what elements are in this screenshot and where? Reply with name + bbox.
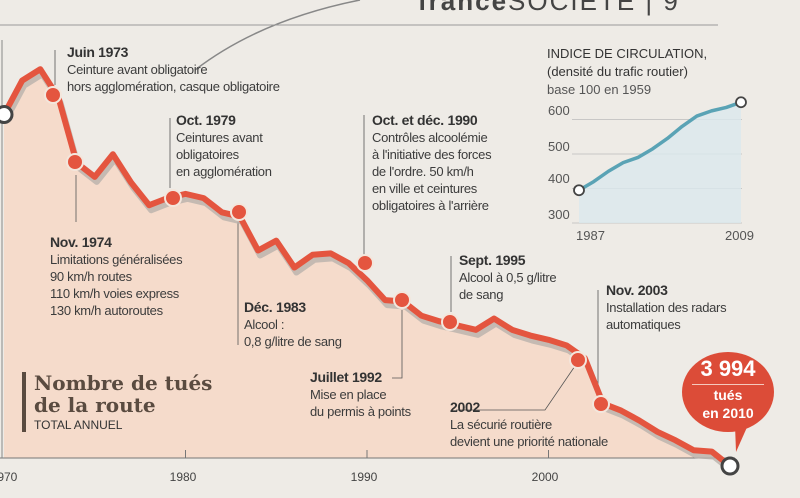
event-marker-7	[569, 351, 587, 369]
inset-y-tick-400: 400	[548, 171, 570, 186]
event-marker-2	[164, 189, 182, 207]
data-point-2007	[674, 438, 678, 442]
inset-y-tick-500: 500	[548, 139, 570, 154]
data-point-1988	[329, 251, 333, 255]
data-point-1998	[510, 328, 514, 332]
inset-end-marker	[735, 96, 747, 109]
x-tick-2000: 2000	[531, 470, 559, 484]
callout-2010: 3 994 tués en 2010	[682, 356, 774, 421]
data-point-1996	[474, 328, 478, 332]
event-1979: Oct. 1979 Ceintures avant obligatoires en a…	[176, 112, 272, 179]
event-1983: Déc. 1983 Alcool :0,8 g/litre de sang	[244, 299, 342, 349]
event-1992: Juillet 1992 Mise en place du permis à poi…	[310, 369, 411, 419]
start-point-marker	[0, 105, 14, 125]
x-tick-1990: 1990	[350, 470, 378, 484]
data-point-2005	[637, 419, 641, 423]
inset-line	[578, 100, 742, 192]
data-point-1982	[220, 210, 224, 214]
event-1973: Juin 1973 Ceinture avant obligatoire hors …	[67, 44, 280, 94]
callout-line1: tués	[713, 387, 743, 403]
chart-subtitle: TOTAL ANNUEL	[34, 418, 123, 432]
event-marker-6	[441, 313, 459, 331]
inset-point-1999	[666, 137, 669, 140]
inset-point-2003	[695, 115, 698, 118]
callout-bubble	[682, 352, 774, 432]
inset-point-2005	[710, 109, 713, 112]
inset-x-tick-1987: 1987	[576, 228, 605, 243]
inset-y-tick-600: 600	[548, 103, 570, 118]
inset-title: INDICE DE CIRCULATION, (densité du trafi…	[547, 45, 707, 99]
x-tick-1980: 1980	[169, 470, 197, 484]
inset-area	[579, 102, 741, 223]
data-point-1971	[20, 79, 24, 83]
main-chart-group	[0, 40, 774, 476]
inset-point-1993	[622, 161, 625, 164]
data-point-1975	[93, 175, 97, 179]
callout-tail	[735, 425, 748, 452]
chart-title: Nombre de tués de la route TOTAL ANNUEL	[22, 372, 214, 432]
area-fill	[4, 69, 730, 466]
event-marker-0	[44, 86, 62, 104]
data-point-2001	[565, 343, 569, 347]
data-point-1986	[292, 266, 296, 270]
event-2002: 2002 La sécurié routière devient une prior…	[450, 399, 608, 449]
data-point-1981	[202, 196, 206, 200]
inset-y-tick-300: 300	[548, 207, 570, 222]
callout-value: 3 994	[692, 356, 764, 385]
data-point-1999	[528, 334, 532, 338]
inset-point-2007	[725, 106, 728, 109]
inset-point-1989	[592, 180, 595, 183]
data-point-1993	[419, 314, 423, 318]
inset-point-1997	[651, 147, 654, 150]
newspaper-header: franceSOCIÉTÉ | 9	[418, 0, 680, 16]
data-point-1977	[129, 181, 133, 185]
end-point-marker	[720, 456, 740, 476]
header-curve	[194, 0, 361, 71]
inset-title-text: INDICE DE CIRCULATION,	[547, 46, 708, 61]
leader-line-2002	[456, 365, 576, 411]
data-point-2006	[655, 430, 659, 434]
data-point-1990	[365, 278, 369, 282]
data-point-1985	[274, 239, 278, 243]
data-point-2008	[692, 448, 696, 452]
inset-chart-group	[572, 96, 747, 224]
event-2003: Nov. 2003 Installation des radars automati…	[606, 282, 727, 332]
data-point-1991	[383, 298, 387, 302]
event-1995: Sept. 1995 Alcool à 0,5 g/litre de sang	[459, 252, 557, 302]
event-marker-8	[592, 395, 610, 413]
data-point-1994	[438, 319, 442, 323]
data-point-1987	[311, 253, 315, 257]
inset-start-marker	[573, 184, 585, 197]
inset-point-1995	[636, 156, 639, 159]
leader-line-1992	[392, 310, 403, 379]
data-point-1980	[184, 192, 187, 196]
inset-subtitle: (densité du trafic routier)	[547, 64, 688, 79]
event-marker-5	[393, 291, 411, 309]
data-point-1976	[111, 152, 115, 156]
inset-point-1991	[607, 170, 610, 173]
data-point-2009	[710, 450, 714, 454]
event-1990: Oct. et déc. 1990 Contrôles alcoolémie à l…	[372, 112, 492, 213]
data-point-1997	[492, 317, 496, 321]
event-1974: Nov. 1974 Limitations généralisées 90 km/h…	[50, 234, 183, 318]
inset-x-tick-2009: 2009	[725, 228, 754, 243]
data-point-1984	[256, 249, 260, 253]
data-point-1972	[38, 67, 42, 71]
data-point-1978	[147, 203, 151, 207]
inset-note: base 100 en 1959	[547, 82, 652, 97]
callout-line2: en 2010	[702, 405, 754, 421]
chart-title-text: Nombre de tués de la route	[34, 371, 213, 417]
data-point-2000	[547, 338, 550, 342]
event-marker-3	[230, 203, 248, 221]
x-tick-1970: 1970	[0, 470, 18, 484]
event-marker-4	[356, 254, 374, 272]
data-point-2004	[619, 409, 623, 413]
event-marker-1	[66, 153, 84, 171]
data-point-1989	[347, 261, 351, 265]
inset-point-2001	[681, 125, 684, 128]
